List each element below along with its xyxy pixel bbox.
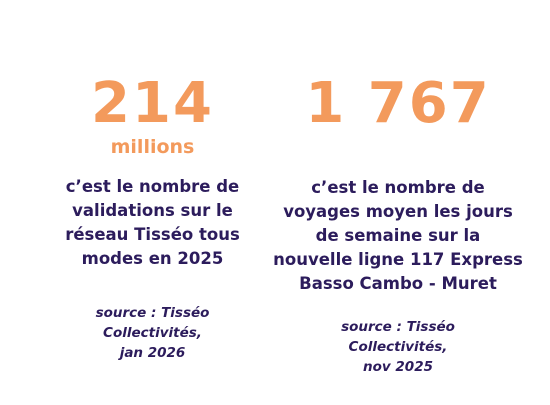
- stat-value: 1 767: [305, 71, 491, 136]
- description-line: Basso Cambo - Muret: [299, 274, 497, 293]
- description-line: de semaine sur la: [315, 226, 481, 245]
- stat-description: c’est le nombre de validations sur le ré…: [40, 175, 265, 271]
- stat-source: source : Tisséo Collectivités, jan 2026: [40, 303, 265, 363]
- stat-value: 214: [91, 71, 214, 136]
- description-line: c’est le nombre de: [65, 177, 240, 196]
- source-line: Collectivités,: [103, 325, 202, 341]
- stat-unit: millions: [110, 136, 195, 158]
- description-line: voyages moyen les jours: [283, 202, 513, 221]
- stat-description: c’est le nombre de voyages moyen les jou…: [268, 176, 528, 296]
- description-line: nouvelle ligne 117 Express: [273, 250, 523, 269]
- description-line: c’est le nombre de: [311, 178, 485, 197]
- source-line: Collectivités,: [348, 339, 448, 355]
- source-line: source : Tisséo: [341, 319, 455, 335]
- source-line: nov 2025: [363, 359, 433, 375]
- stat-voyages: 1 767 c’est le nombre de voyages moyen l…: [268, 0, 528, 377]
- source-line: source : Tisséo: [95, 305, 210, 321]
- description-line: modes en 2025: [81, 249, 224, 268]
- stat-source: source : Tisséo Collectivités, nov 2025: [268, 317, 528, 377]
- description-line: réseau Tisséo tous: [65, 225, 240, 244]
- source-line: jan 2026: [119, 345, 186, 361]
- stat-validations: 214 millions c’est le nombre de validati…: [40, 0, 265, 363]
- description-line: validations sur le: [72, 201, 233, 220]
